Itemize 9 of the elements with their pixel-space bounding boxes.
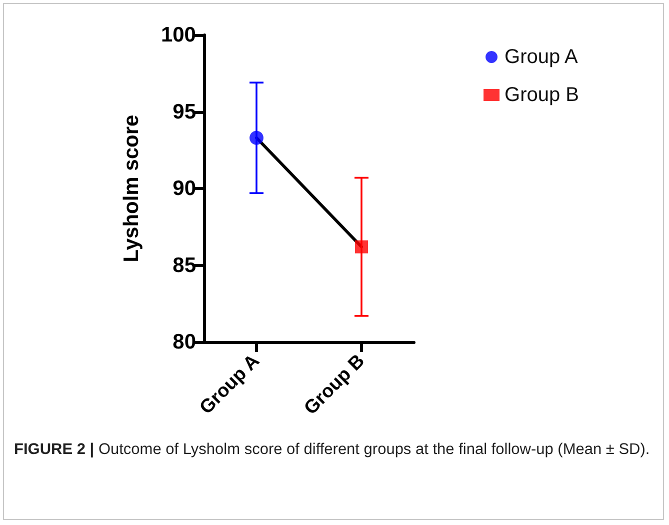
legend-label: Group B [504, 84, 579, 106]
legend-label: Group A [504, 46, 579, 68]
caption: FIGURE 2 | Outcome of Lysholm score of different groups at the final follow-up (Mean ± SD). [14, 440, 651, 460]
y-axis-title: Lysholm score [120, 114, 143, 262]
y-tick-label: 95 [172, 100, 196, 124]
y-tick-label: 85 [172, 254, 196, 277]
y-tick-label: 90 [172, 177, 196, 200]
y-tick-label: 100 [160, 24, 196, 46]
y-tick-label: 80 [172, 330, 196, 354]
